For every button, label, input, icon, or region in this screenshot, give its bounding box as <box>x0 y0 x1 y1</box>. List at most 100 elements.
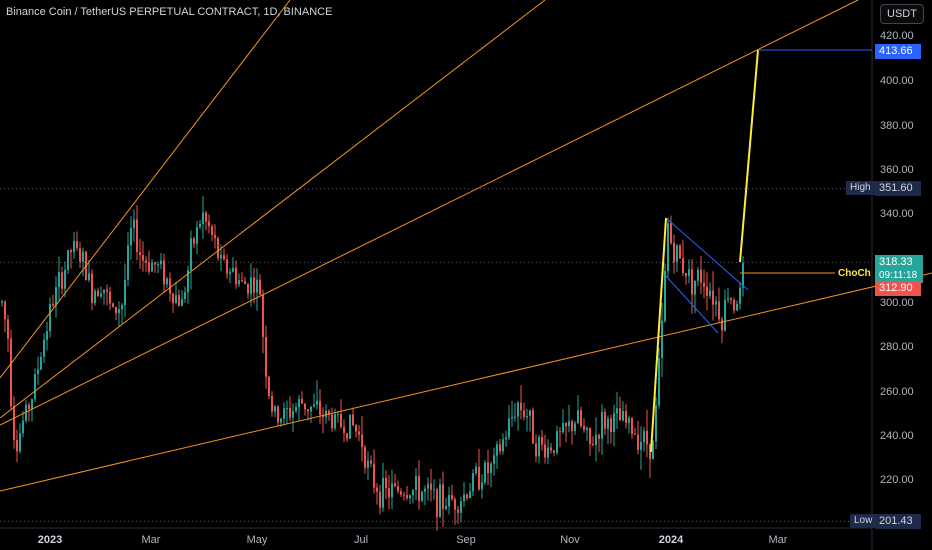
candle-down <box>406 495 408 499</box>
candle-up <box>517 402 519 417</box>
candle-up <box>736 303 738 311</box>
candle-down <box>520 402 522 411</box>
candle-down <box>673 243 675 262</box>
candle-up <box>202 212 204 224</box>
candle-up <box>667 223 669 272</box>
candle-up <box>628 418 630 423</box>
time-tick: 2023 <box>37 534 63 546</box>
target-price-badge: 413.66 <box>875 44 921 59</box>
candle-up <box>220 255 222 259</box>
candle-up <box>34 374 36 400</box>
candle-up <box>502 439 504 452</box>
candle-down <box>451 495 453 500</box>
candle-up <box>463 494 465 502</box>
candle-down <box>139 252 141 256</box>
time-tick: Jul <box>353 534 369 546</box>
bar-countdown: 09:11:18 <box>875 268 923 283</box>
candle-up <box>88 273 90 281</box>
candle-up <box>460 501 462 513</box>
candle-down <box>679 245 681 259</box>
candle-down <box>211 226 213 235</box>
candle-down <box>241 280 243 282</box>
candle-up <box>82 251 84 262</box>
candle-down <box>700 269 702 283</box>
candle-up <box>547 447 549 458</box>
candle-down <box>7 319 9 339</box>
candle-up <box>367 460 369 468</box>
candle-up <box>562 423 564 433</box>
candle-up <box>469 491 471 499</box>
candle-up <box>190 238 192 271</box>
candle-down <box>52 303 54 306</box>
candle-down <box>487 462 489 474</box>
candle-up <box>652 441 654 460</box>
candle-up <box>40 356 42 370</box>
candle-up <box>58 272 60 288</box>
candle-up <box>316 400 318 405</box>
candle-up <box>280 418 282 423</box>
trendline-lower <box>0 272 932 492</box>
candle-down <box>466 494 468 499</box>
candle-up <box>286 408 288 410</box>
candle-down <box>331 414 333 429</box>
candle-up <box>118 309 120 314</box>
candle-down <box>559 431 561 433</box>
candle-up <box>439 484 441 517</box>
candle-down <box>718 301 720 320</box>
candle-down <box>670 223 672 244</box>
candle-down <box>112 303 114 307</box>
candle-down <box>328 410 330 415</box>
candle-down <box>109 291 111 304</box>
time-tick: Nov <box>560 534 580 546</box>
candle-down <box>541 436 543 445</box>
candle-up <box>124 279 126 305</box>
candle-down <box>373 463 375 488</box>
candle-up <box>577 410 579 424</box>
candle-down <box>583 426 585 430</box>
candle-down <box>235 267 237 285</box>
candle-up <box>514 416 516 418</box>
candle-down <box>253 277 255 293</box>
candle-down <box>733 299 735 311</box>
candle-down <box>631 418 633 434</box>
candle-up <box>382 477 384 508</box>
candle-down <box>400 491 402 495</box>
candle-down <box>226 259 228 274</box>
candle-down <box>376 487 378 492</box>
candle-up <box>313 404 315 407</box>
candle-up <box>640 442 642 450</box>
time-tick: 2024 <box>658 534 684 546</box>
candle-up <box>427 483 429 489</box>
flagpole-projection <box>650 217 667 453</box>
candle-up <box>433 489 435 491</box>
trendline-middle <box>0 0 859 426</box>
candle-down <box>247 284 249 294</box>
candle-down <box>730 298 732 300</box>
candle-down <box>301 398 303 404</box>
candle-down <box>205 212 207 222</box>
drawing-layer <box>0 0 932 492</box>
candle-down <box>649 444 651 460</box>
candle-down <box>457 509 459 513</box>
candle-down <box>379 491 381 508</box>
candle-up <box>199 223 201 228</box>
candle-down <box>265 337 267 377</box>
time-tick: May <box>246 534 268 546</box>
candle-up <box>43 339 45 357</box>
candle-up <box>505 437 507 440</box>
currency-button[interactable]: USDT <box>880 4 924 24</box>
price-tick: 240.00 <box>880 430 914 442</box>
price-tick: 300.00 <box>880 297 914 309</box>
candle-down <box>142 255 144 261</box>
candle-up <box>181 299 183 306</box>
price-tick: 340.00 <box>880 208 914 220</box>
candle-up <box>694 280 696 295</box>
candle-down <box>604 412 606 429</box>
candle-down <box>523 410 525 418</box>
candle-up <box>490 463 492 474</box>
candle-up <box>409 495 411 499</box>
candle-down <box>28 404 30 410</box>
candle-down <box>223 255 225 260</box>
high-price-badge: 351.60 <box>875 181 921 196</box>
